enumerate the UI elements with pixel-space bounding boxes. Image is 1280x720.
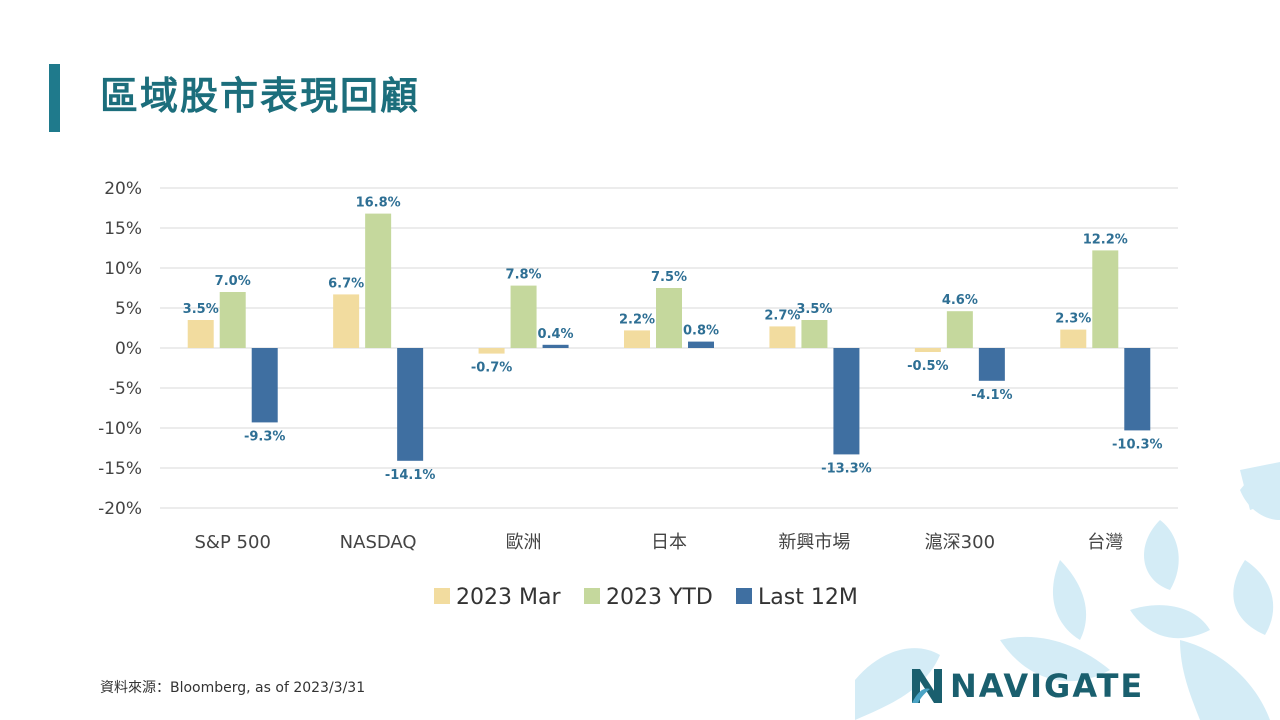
bar-2023-mar	[187, 320, 214, 348]
page-title: 區域股市表現回顧	[100, 74, 421, 118]
bar-2023-ytd	[219, 292, 246, 348]
data-label: 2.2%	[619, 312, 655, 327]
x-tick-label: 歐洲	[506, 532, 542, 553]
bar-2023-ytd	[365, 213, 392, 348]
x-tick-label: 滬深300	[925, 532, 995, 553]
legend-swatch	[736, 588, 752, 604]
data-label: 2.3%	[1055, 312, 1091, 327]
bar-2023-ytd	[946, 311, 973, 348]
y-tick-label: -10%	[98, 419, 142, 439]
bar-2023-mar	[769, 326, 796, 348]
data-label: 7.5%	[651, 270, 687, 285]
legend: 2023 Mar 2023 YTD Last 12M	[434, 585, 858, 610]
y-axis: 20% 15% 10% 5% 0% -5% -10% -15% -20%	[98, 179, 142, 519]
y-tick-label: 20%	[104, 179, 142, 199]
data-label: -0.5%	[907, 359, 948, 374]
data-label: 2.7%	[764, 308, 800, 323]
y-tick-label: -5%	[109, 379, 142, 399]
bar-last-12m	[397, 348, 424, 461]
data-label: 0.8%	[683, 324, 719, 339]
bar-2023-ytd	[1092, 250, 1119, 348]
y-tick-label: 15%	[104, 219, 142, 239]
bar-2023-ytd	[801, 320, 828, 348]
data-label: 12.2%	[1083, 232, 1128, 247]
data-label: 16.8%	[356, 196, 401, 211]
data-label: -0.7%	[471, 361, 512, 376]
data-label: 3.5%	[183, 302, 219, 317]
bar-last-12m	[978, 348, 1005, 381]
bar-last-12m	[833, 348, 860, 455]
y-tick-label: 10%	[104, 259, 142, 279]
x-tick-label: 新興市場	[778, 532, 850, 553]
data-label: -14.1%	[385, 468, 436, 483]
navigate-logo-icon	[912, 669, 942, 703]
y-tick-label: 5%	[115, 299, 142, 319]
x-tick-label: 台灣	[1087, 532, 1123, 553]
bars: 3.5% 7.0% -9.3% 6.7% 16.8% -14.1% -0.7% 7.8% 0.4…	[183, 196, 1163, 483]
data-label: 7.0%	[215, 274, 251, 289]
bar-2023-ytd	[510, 285, 537, 348]
legend-swatch	[434, 588, 450, 604]
data-label: 0.4%	[538, 327, 574, 342]
legend-label: Last 12M	[758, 585, 858, 610]
legend-label: 2023 YTD	[606, 585, 713, 610]
legend-swatch	[584, 588, 600, 604]
x-tick-label: 日本	[651, 532, 687, 553]
bar-last-12m	[1124, 348, 1151, 431]
y-tick-label: -20%	[98, 499, 142, 519]
bar-2023-mar	[914, 348, 941, 352]
bar-last-12m	[251, 348, 278, 423]
title-accent-bar	[49, 64, 60, 132]
bar-2023-mar	[478, 348, 505, 354]
bar-2023-mar	[333, 294, 360, 348]
bar-2023-ytd	[656, 288, 682, 348]
x-tick-label: S&P 500	[195, 532, 271, 553]
data-label: 3.5%	[796, 302, 832, 317]
x-axis: S&P 500 NASDAQ 歐洲 日本 新興市場 滬深300 台灣	[195, 532, 1124, 553]
y-tick-label: 0%	[115, 339, 142, 359]
x-tick-label: NASDAQ	[340, 532, 417, 553]
bar-last-12m	[542, 344, 569, 348]
data-label: 4.6%	[942, 293, 978, 308]
gridlines	[160, 187, 1178, 509]
data-label: 6.7%	[328, 276, 364, 291]
data-label: -4.1%	[971, 388, 1012, 403]
y-tick-label: -15%	[98, 459, 142, 479]
data-label: 7.8%	[506, 268, 542, 283]
bar-2023-mar	[624, 330, 650, 348]
navigate-logo: NAVIGATE	[912, 666, 1144, 706]
data-label: -9.3%	[244, 429, 285, 444]
bar-2023-mar	[1060, 329, 1087, 348]
logo-text: NAVIGATE	[950, 667, 1145, 705]
data-label: -10.3%	[1112, 437, 1163, 452]
legend-label: 2023 Mar	[456, 585, 561, 610]
bar-last-12m	[688, 341, 714, 348]
source-note: 資料來源：Bloomberg, as of 2023/3/31	[100, 680, 366, 696]
data-label: -13.3%	[821, 461, 872, 476]
